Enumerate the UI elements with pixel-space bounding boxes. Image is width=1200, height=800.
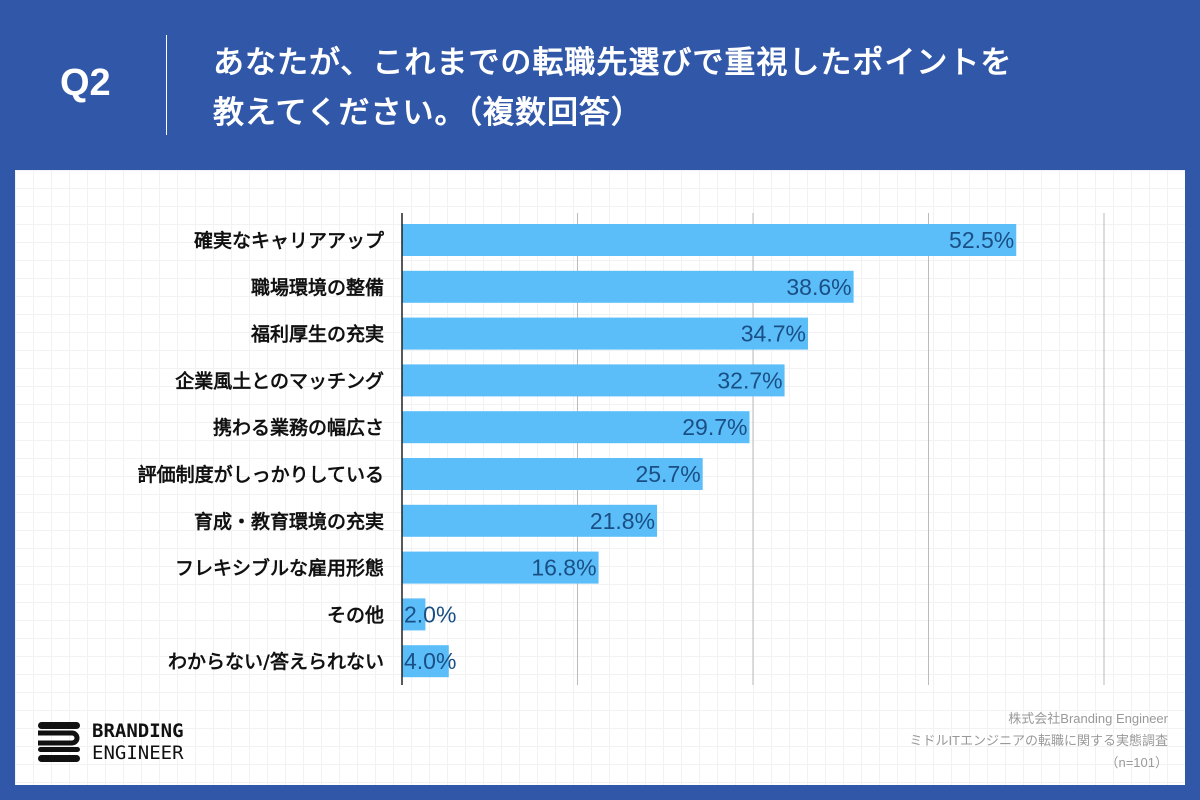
value-label: 25.7% — [635, 461, 700, 487]
value-label: 32.7% — [717, 367, 782, 393]
value-label: 29.7% — [682, 414, 747, 440]
bar — [402, 598, 426, 631]
value-label: 38.6% — [786, 274, 851, 300]
bar — [402, 270, 854, 303]
bar — [402, 504, 658, 537]
value-label: 21.8% — [590, 508, 655, 534]
credit-company: 株式会社Branding Engineer — [1008, 711, 1168, 726]
title-line-1: あなたが、これまでの転職先選びで重視したポイントを — [213, 45, 1013, 81]
logo-mark-icon — [38, 722, 80, 762]
title-line-2: 教えてください。（複数回答） — [213, 95, 644, 131]
source-credit: 株式会社Branding Engineer ミドルITエンジニアの転職に関する実… — [909, 708, 1168, 774]
credit-sample-size: （n=101） — [1105, 755, 1168, 770]
value-label: 34.7% — [741, 321, 806, 347]
logo-line-2: ENGINEER — [92, 742, 184, 764]
bar — [402, 645, 449, 678]
value-label: 2.0% — [404, 601, 456, 627]
bar — [402, 458, 703, 490]
category-label: 携わる業務の幅広さ — [213, 416, 384, 439]
category-label: 育成・教育環境の充実 — [194, 510, 384, 533]
page-title: あなたが、これまでの転職先選びで重視したポイントを 教えてください。（複数回答） — [213, 38, 1012, 138]
bar — [402, 411, 750, 444]
brand-logo: BRANDING ENGINEER — [38, 720, 184, 764]
value-label: 4.0% — [404, 648, 456, 674]
category-label: フレキシブルな雇用形態 — [175, 557, 384, 580]
category-label: 確実なキャリアアップ — [194, 229, 385, 252]
value-label: 16.8% — [531, 555, 596, 581]
question-number: Q2 — [60, 62, 111, 104]
bar — [402, 364, 785, 397]
bar — [402, 224, 1017, 256]
category-label: 企業風土とのマッチング — [174, 369, 384, 392]
logo-line-1: BRANDING — [92, 720, 184, 742]
value-label: 52.5% — [949, 227, 1014, 253]
bar — [402, 551, 599, 584]
category-label: 評価制度がしっかりしている — [138, 463, 384, 486]
category-label: その他 — [327, 603, 384, 626]
header-divider — [166, 35, 167, 135]
credit-survey: ミドルITエンジニアの転職に関する実態調査 — [909, 733, 1168, 748]
bar — [402, 317, 808, 350]
category-label: わからない/答えられない — [168, 650, 384, 673]
category-label: 職場環境の整備 — [251, 276, 384, 299]
category-label: 福利厚生の充実 — [250, 323, 384, 346]
